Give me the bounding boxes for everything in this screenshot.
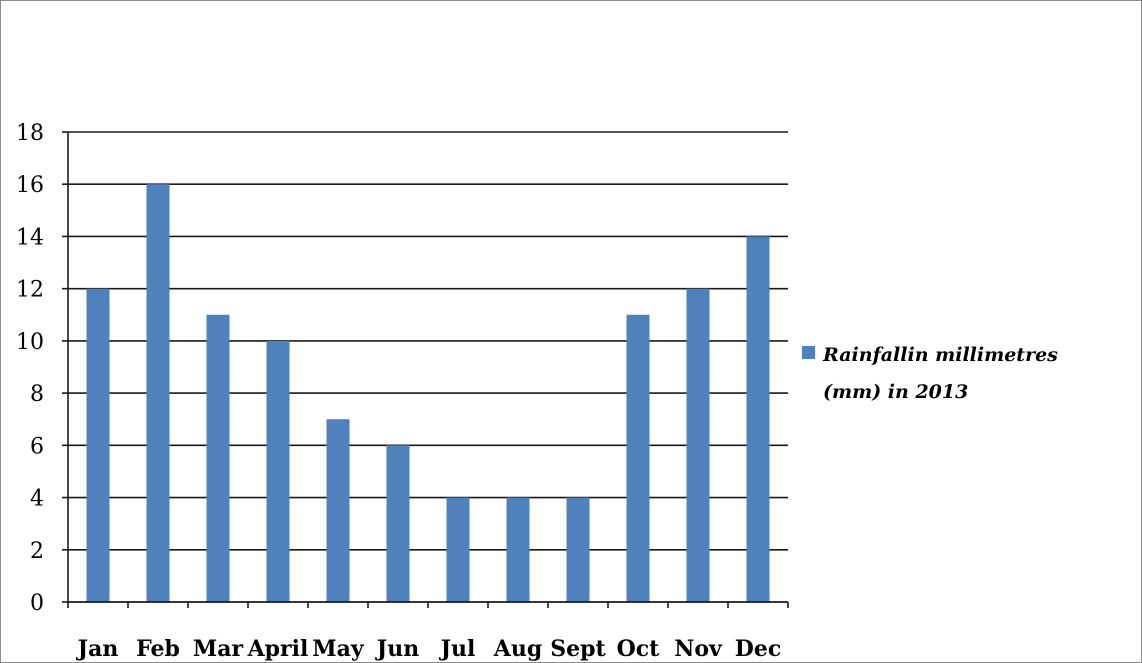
bar-dec: Dec: 14 — [746, 236, 770, 602]
bar-sept: Sept: 4 — [566, 497, 590, 602]
x-tick-labels: Jan Feb Mar April May Jun Jul Aug Sept Oct Nov Dec — [76, 636, 782, 662]
x-tick-label: Feb — [136, 636, 180, 662]
bars: Jan: 12 Feb: 16 Mar: 11 April: 10 May: 7 Jun:… — [86, 184, 770, 602]
y-tick-label: 12 — [16, 278, 44, 303]
bar-aug: Aug: 4 — [506, 497, 530, 602]
x-tick-label: April — [247, 636, 309, 662]
legend-label-line-1: Rainfallin millimetres — [822, 344, 1058, 366]
bar-may: May: 7 — [326, 419, 350, 602]
bar-oct: Oct: 11 — [626, 314, 650, 602]
bar-feb: Feb: 16 — [146, 184, 170, 602]
y-tick-label: 6 — [30, 434, 44, 459]
y-tick-labels: 0 2 4 6 8 10 12 14 16 18 — [16, 121, 44, 616]
y-tick-label: 18 — [16, 121, 44, 146]
bar-jan: Jan: 12 — [86, 288, 110, 602]
bar-jul: Jul: 4 — [446, 497, 470, 602]
x-tick-label: Sept — [550, 636, 606, 662]
bar-mar: Mar: 11 — [206, 314, 230, 602]
x-tick-label: Nov — [674, 636, 723, 662]
y-tick-label: 4 — [30, 487, 44, 512]
bar-nov: Nov: 12 — [686, 288, 710, 602]
gridlines — [68, 131, 788, 551]
y-tick-label: 2 — [30, 539, 44, 564]
legend-label-line-2: (mm) in 2013 — [823, 381, 968, 403]
bar-jun: Jun: 6 — [386, 445, 410, 602]
legend-swatch — [802, 346, 815, 359]
y-tick-label: 0 — [30, 591, 44, 616]
x-tick-label: Oct — [617, 636, 661, 662]
x-tick-label: Mar — [193, 636, 244, 662]
x-tick-label: Dec — [735, 636, 781, 662]
legend: Rainfallin millimetres (mm) in 2013 — [802, 344, 1058, 403]
y-tick-label: 10 — [16, 330, 44, 355]
y-tick-label: 8 — [30, 382, 44, 407]
x-tick-label: May — [312, 636, 365, 662]
y-tick-label: 16 — [16, 173, 44, 198]
x-tick-label: Jun — [375, 636, 419, 662]
x-tick-label: Jan — [76, 636, 119, 662]
x-tick-label: Aug — [493, 636, 542, 662]
x-tick-label: Jul — [439, 636, 476, 662]
y-tick-label: 14 — [16, 225, 44, 250]
bar-april: April: 10 — [266, 340, 290, 602]
axes — [62, 131, 789, 608]
